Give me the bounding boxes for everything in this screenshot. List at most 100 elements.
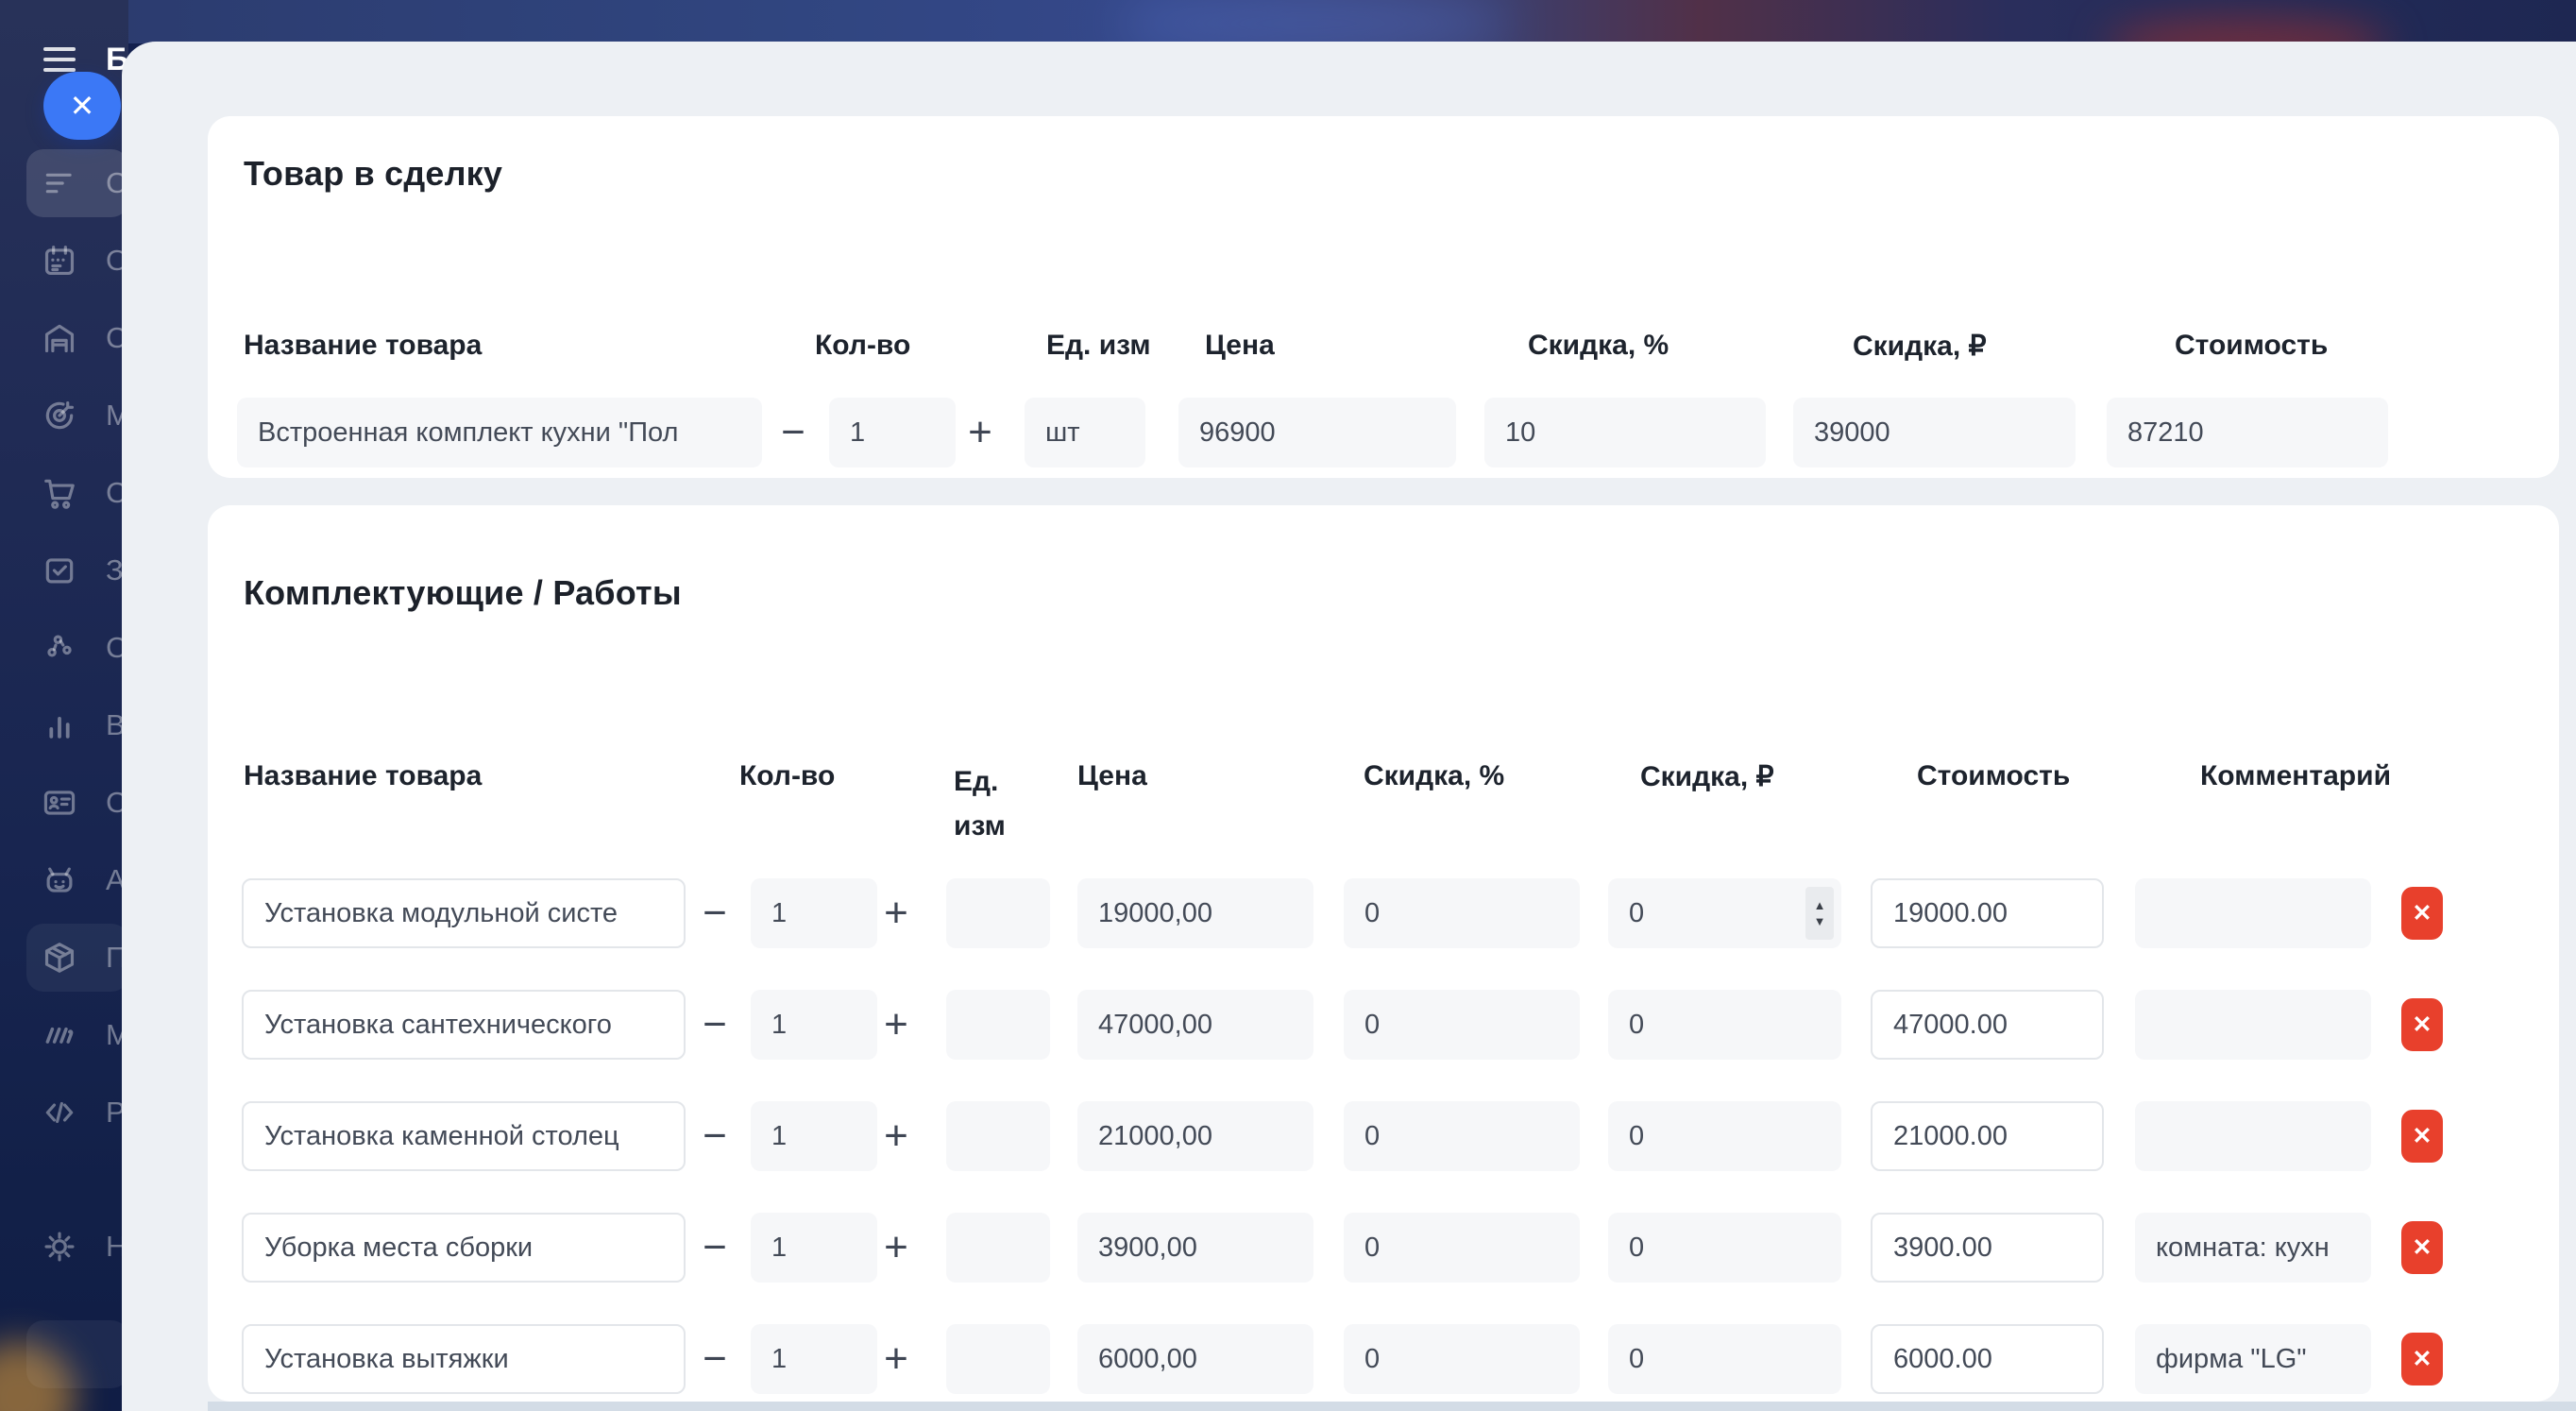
unit-input[interactable] — [946, 990, 1050, 1060]
price-input[interactable]: 19000,00 — [1077, 878, 1313, 948]
table-row: Установка модульной систе − 1 + 19000,00… — [208, 878, 2559, 950]
sidebar-item-deals[interactable]: С — [0, 147, 128, 219]
horizontal-scrollbar-track[interactable] — [208, 1402, 2576, 1411]
delete-row-button[interactable]: ✕ — [2401, 1333, 2443, 1386]
qty-input[interactable]: 1 — [829, 398, 956, 468]
sidebar-item-marketing[interactable]: М — [0, 380, 128, 451]
discount-rub-input[interactable]: 0 — [1608, 990, 1841, 1060]
filter-icon — [42, 165, 77, 201]
qty-input[interactable]: 1 — [751, 990, 877, 1060]
delete-row-button[interactable]: ✕ — [2401, 1221, 2443, 1274]
discount-pct-input[interactable]: 0 — [1344, 1213, 1580, 1283]
col-header-discount-rub: Скидка, ₽ — [1853, 331, 1987, 362]
calendar-icon — [42, 243, 77, 279]
hamburger-menu-icon[interactable] — [43, 47, 76, 72]
unit-input[interactable] — [946, 1213, 1050, 1283]
unit-input[interactable] — [946, 878, 1050, 948]
app-header-band — [0, 0, 2576, 74]
qty-minus-button[interactable]: − — [703, 1224, 727, 1270]
cart-icon — [42, 475, 77, 511]
unit-input[interactable] — [946, 1324, 1050, 1394]
cost-input[interactable]: 87210 — [2107, 398, 2388, 468]
component-name-input[interactable]: Установка каменной столец — [242, 1101, 686, 1171]
qty-minus-button[interactable]: − — [703, 1335, 727, 1382]
sidebar-close-button[interactable]: ✕ — [43, 72, 121, 140]
cost-input[interactable]: 21000.00 — [1871, 1101, 2104, 1171]
wave-icon — [42, 1017, 77, 1053]
sidebar-item-mail[interactable]: М — [0, 999, 128, 1071]
price-input[interactable]: 3900,00 — [1077, 1213, 1313, 1283]
sidebar-item-tasks[interactable]: З — [0, 535, 128, 606]
delete-row-button[interactable]: ✕ — [2401, 998, 2443, 1051]
qty-plus-button[interactable]: + — [884, 1113, 908, 1159]
delete-row-button[interactable]: ✕ — [2401, 887, 2443, 940]
qty-plus-button[interactable]: + — [884, 1001, 908, 1047]
sidebar-item-products[interactable]: П — [0, 922, 128, 994]
discount-pct-input[interactable]: 10 — [1484, 398, 1766, 468]
spinner-down-icon[interactable]: ▼ — [1813, 914, 1826, 928]
price-input[interactable]: 47000,00 — [1077, 990, 1313, 1060]
sidebar-item-label: С — [106, 476, 127, 509]
comment-input[interactable]: фирма "LG" — [2135, 1324, 2371, 1394]
sidebar-item-developers[interactable]: Р — [0, 1077, 128, 1148]
component-name-input[interactable]: Уборка места сборки — [242, 1213, 686, 1283]
sidebar-item-label: А — [106, 863, 126, 896]
cost-input[interactable]: 3900.00 — [1871, 1213, 2104, 1283]
cost-input[interactable]: 6000.00 — [1871, 1324, 2104, 1394]
discount-rub-input[interactable]: 0 — [1608, 1213, 1841, 1283]
comment-input[interactable]: комната: кухн — [2135, 1213, 2371, 1283]
discount-pct-input[interactable]: 0 — [1344, 990, 1580, 1060]
qty-plus-button[interactable]: + — [968, 409, 992, 455]
delete-icon: ✕ — [2412, 1346, 2432, 1372]
spinner-up-icon[interactable]: ▲ — [1813, 898, 1826, 912]
sidebar-item-settings[interactable]: Н — [0, 1211, 128, 1283]
qty-minus-button[interactable]: − — [703, 890, 727, 936]
cost-input[interactable]: 47000.00 — [1871, 990, 2104, 1060]
delete-row-button[interactable]: ✕ — [2401, 1110, 2443, 1163]
qty-input[interactable]: 1 — [751, 1324, 877, 1394]
discount-pct-input[interactable]: 0 — [1344, 1324, 1580, 1394]
component-name-input[interactable]: Установка модульной систе — [242, 878, 686, 948]
qty-input[interactable]: 1 — [751, 1213, 877, 1283]
sidebar-item-network[interactable]: С — [0, 612, 128, 684]
number-spinner[interactable]: ▲ ▼ — [1805, 887, 1834, 940]
sidebar-item-bots[interactable]: А — [0, 844, 128, 916]
qty-minus-button[interactable]: − — [703, 1113, 727, 1159]
qty-plus-button[interactable]: + — [884, 890, 908, 936]
discount-rub-input[interactable]: 0 ▲ ▼ — [1608, 878, 1841, 948]
price-input[interactable]: 6000,00 — [1077, 1324, 1313, 1394]
cost-input[interactable]: 19000.00 — [1871, 878, 2104, 948]
price-input[interactable]: 21000,00 — [1077, 1101, 1313, 1171]
qty-input[interactable]: 1 — [751, 878, 877, 948]
comment-input[interactable] — [2135, 990, 2371, 1060]
discount-rub-input[interactable]: 0 — [1608, 1324, 1841, 1394]
sidebar-item-reports[interactable]: В — [0, 689, 128, 761]
qty-minus-button[interactable]: − — [703, 1001, 727, 1047]
components-section-title: Комплектующие / Работы — [244, 573, 682, 612]
qty-plus-button[interactable]: + — [884, 1224, 908, 1270]
sidebar-item-warehouse[interactable]: С — [0, 302, 128, 374]
qty-plus-button[interactable]: + — [884, 1335, 908, 1382]
discount-rub-input[interactable]: 39000 — [1793, 398, 2076, 468]
comment-input[interactable] — [2135, 878, 2371, 948]
unit-input[interactable]: шт — [1025, 398, 1145, 468]
price-input[interactable]: 96900 — [1178, 398, 1456, 468]
unit-input[interactable] — [946, 1101, 1050, 1171]
share-icon — [42, 630, 77, 666]
table-row: Уборка места сборки − 1 + 3900,00 0 0 39… — [208, 1213, 2559, 1284]
sidebar-item-calendar[interactable]: О — [0, 225, 128, 297]
component-name-input[interactable]: Установка вытяжки — [242, 1324, 686, 1394]
sidebar-bottom-item[interactable] — [26, 1320, 128, 1388]
qty-input[interactable]: 1 — [751, 1101, 877, 1171]
discount-rub-input[interactable]: 0 — [1608, 1101, 1841, 1171]
component-name-input[interactable]: Установка сантехнического — [242, 990, 686, 1060]
sidebar-item-contacts[interactable]: С — [0, 767, 128, 839]
sidebar-hover-highlight — [26, 924, 128, 992]
delete-icon: ✕ — [2412, 900, 2432, 926]
discount-pct-input[interactable]: 0 — [1344, 1101, 1580, 1171]
discount-pct-input[interactable]: 0 — [1344, 878, 1580, 948]
qty-minus-button[interactable]: − — [781, 409, 805, 455]
sidebar-item-orders[interactable]: С — [0, 457, 128, 529]
product-name-input[interactable]: Встроенная комплект кухни "Пол — [237, 398, 762, 468]
comment-input[interactable] — [2135, 1101, 2371, 1171]
